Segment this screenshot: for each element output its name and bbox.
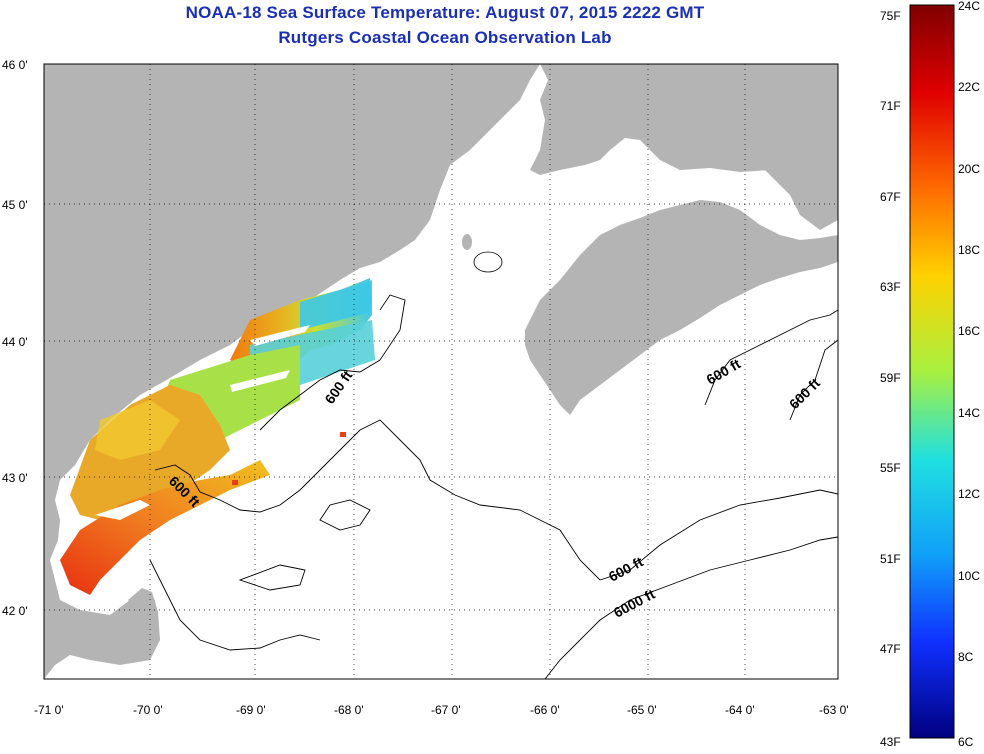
c-label: 16C (958, 324, 980, 338)
f-label: 51F (880, 552, 901, 566)
contour-600ft (789, 339, 838, 421)
lon-label: -64 0' (725, 703, 755, 717)
c-label: 6C (958, 735, 974, 749)
lon-label: -70 0' (133, 703, 163, 717)
lon-label: -65 0' (627, 703, 657, 717)
contour-600ft (149, 559, 321, 651)
f-label: 71F (880, 99, 901, 113)
lat-label: 44 0' (2, 335, 28, 349)
lat-label: 43 0' (2, 471, 28, 485)
c-label: 18C (958, 243, 980, 257)
f-label: 67F (880, 190, 901, 204)
latitude-axis: 46 0' 45 0' 44 0' 43 0' 42 0' (2, 58, 28, 618)
contour-600ft (259, 294, 406, 431)
c-label: 14C (958, 406, 980, 420)
lat-label: 42 0' (2, 604, 28, 618)
land-pei (660, 145, 800, 172)
land-new-brunswick (530, 64, 838, 230)
lon-label: -68 0' (334, 703, 364, 717)
lon-label: -67 0' (431, 703, 461, 717)
contour-600ft (154, 419, 838, 581)
contour-600ft (704, 309, 838, 406)
f-label: 55F (880, 461, 901, 475)
f-label: 47F (880, 642, 901, 656)
sst-map: -71 0' -70 0' -69 0' -68 0' -67 0' -66 0… (2, 58, 849, 717)
land-nova-scotia (525, 200, 838, 415)
c-label: 24C (958, 0, 980, 13)
c-label: 22C (958, 80, 980, 94)
c-label: 8C (958, 650, 974, 664)
f-label: 63F (880, 280, 901, 294)
island (462, 234, 472, 250)
map-title: NOAA-18 Sea Surface Temperature: August … (185, 3, 705, 22)
contour-island (319, 499, 371, 531)
colorbar-c-labels: 24C 22C 20C 18C 16C 14C 12C 10C 8C 6C (958, 0, 980, 749)
contour-6000ft (544, 536, 838, 679)
lon-label: -71 0' (34, 703, 64, 717)
land-cape-cod (128, 588, 160, 656)
f-label: 59F (880, 371, 901, 385)
lon-label: -63 0' (819, 703, 849, 717)
bathymetry-contours (149, 294, 838, 679)
lon-label: -69 0' (236, 703, 266, 717)
island (473, 251, 503, 273)
f-label: 43F (880, 735, 901, 749)
f-label: 75F (880, 9, 901, 23)
lon-label: -66 0' (530, 703, 560, 717)
lat-label: 45 0' (2, 198, 28, 212)
c-label: 20C (958, 162, 980, 176)
lat-label: 46 0' (2, 58, 28, 72)
map-subtitle: Rutgers Coastal Ocean Observation Lab (278, 28, 612, 47)
colorbar-f-labels: 75F 71F 67F 63F 59F 55F 51F 47F 43F (880, 9, 901, 749)
c-label: 12C (958, 487, 980, 501)
longitude-axis: -71 0' -70 0' -69 0' -68 0' -67 0' -66 0… (34, 703, 849, 717)
c-label: 10C (958, 569, 980, 583)
colorbar-gradient (909, 4, 955, 739)
contour-island (238, 564, 306, 591)
map-frame (43, 63, 839, 680)
temperature-colorbar: 75F 71F 67F 63F 59F 55F 51F 47F 43F 24C … (880, 0, 980, 749)
land-new-england (44, 64, 540, 679)
